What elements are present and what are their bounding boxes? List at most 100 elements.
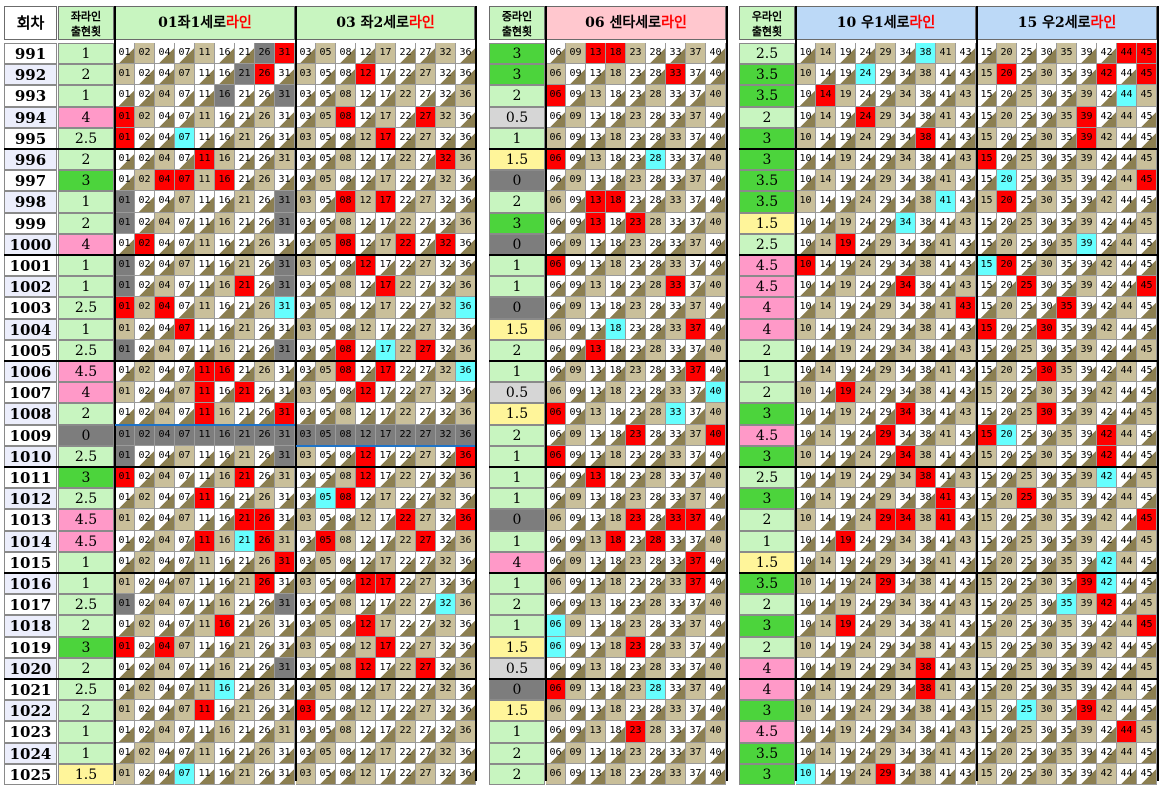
number-cell[interactable]: 30 <box>1037 127 1057 149</box>
number-cell[interactable]: 03 <box>296 424 316 446</box>
number-cell[interactable]: 16 <box>215 445 235 467</box>
number-cell[interactable]: 30 <box>1037 255 1057 277</box>
number-cell[interactable]: 42 <box>1097 403 1117 425</box>
number-cell[interactable]: 34 <box>896 615 916 637</box>
number-cell[interactable]: 44 <box>1117 191 1137 213</box>
number-cell[interactable]: 29 <box>876 424 896 446</box>
round-cell[interactable]: 1020 <box>4 657 57 679</box>
number-cell[interactable]: 13 <box>586 530 606 552</box>
number-cell[interactable]: 10 <box>796 43 816 65</box>
number-cell[interactable]: 15 <box>977 445 997 467</box>
number-cell[interactable]: 40 <box>706 85 726 107</box>
center-count-cell[interactable]: 2 <box>489 339 545 361</box>
number-cell[interactable]: 35 <box>1057 191 1077 213</box>
number-cell[interactable]: 03 <box>296 255 316 277</box>
number-cell[interactable]: 42 <box>1097 127 1117 149</box>
number-cell[interactable]: 34 <box>896 255 916 277</box>
number-cell[interactable]: 12 <box>356 403 376 425</box>
number-cell[interactable]: 44 <box>1117 403 1137 425</box>
number-cell[interactable]: 40 <box>706 212 726 234</box>
number-cell[interactable]: 23 <box>626 573 646 595</box>
number-cell[interactable]: 08 <box>336 318 356 340</box>
number-cell[interactable]: 11 <box>195 424 215 446</box>
number-cell[interactable]: 13 <box>586 85 606 107</box>
number-cell[interactable]: 30 <box>1037 276 1057 298</box>
number-cell[interactable]: 37 <box>686 212 706 234</box>
number-cell[interactable]: 04 <box>155 106 175 128</box>
number-cell[interactable]: 32 <box>436 530 456 552</box>
number-cell[interactable]: 17 <box>376 594 396 616</box>
round-cell[interactable]: 1010 <box>4 445 57 467</box>
number-cell[interactable]: 06 <box>546 85 566 107</box>
number-cell[interactable]: 21 <box>235 467 255 489</box>
number-cell[interactable]: 01 <box>115 339 135 361</box>
number-cell[interactable]: 27 <box>416 573 436 595</box>
number-cell[interactable]: 29 <box>876 403 896 425</box>
number-cell[interactable]: 35 <box>1057 233 1077 255</box>
number-cell[interactable]: 23 <box>626 424 646 446</box>
number-cell[interactable]: 12 <box>356 573 376 595</box>
number-cell[interactable]: 30 <box>1037 700 1057 722</box>
number-cell[interactable]: 20 <box>997 361 1017 383</box>
number-cell[interactable]: 01 <box>115 509 135 531</box>
number-cell[interactable]: 27 <box>416 276 436 298</box>
number-cell[interactable]: 02 <box>135 530 155 552</box>
number-cell[interactable]: 01 <box>115 403 135 425</box>
number-cell[interactable]: 20 <box>997 106 1017 128</box>
number-cell[interactable]: 16 <box>215 763 235 785</box>
number-cell[interactable]: 19 <box>836 276 856 298</box>
number-cell[interactable]: 10 <box>796 488 816 510</box>
number-cell[interactable]: 34 <box>896 382 916 404</box>
left-count-cell[interactable]: 2 <box>58 212 114 234</box>
round-cell[interactable]: 1016 <box>4 573 57 595</box>
number-cell[interactable]: 39 <box>1077 530 1097 552</box>
number-cell[interactable]: 13 <box>586 467 606 489</box>
number-cell[interactable]: 31 <box>275 127 295 149</box>
number-cell[interactable]: 28 <box>646 721 666 743</box>
number-cell[interactable]: 14 <box>816 255 836 277</box>
number-cell[interactable]: 18 <box>606 615 626 637</box>
number-cell[interactable]: 37 <box>686 106 706 128</box>
number-cell[interactable]: 33 <box>666 276 686 298</box>
number-cell[interactable]: 15 <box>977 636 997 658</box>
number-cell[interactable]: 25 <box>1017 106 1037 128</box>
number-cell[interactable]: 34 <box>896 191 916 213</box>
number-cell[interactable]: 41 <box>936 106 956 128</box>
number-cell[interactable]: 19 <box>836 700 856 722</box>
number-cell[interactable]: 23 <box>626 106 646 128</box>
number-cell[interactable]: 04 <box>155 721 175 743</box>
number-cell[interactable]: 40 <box>706 170 726 192</box>
number-cell[interactable]: 07 <box>175 488 195 510</box>
number-cell[interactable]: 44 <box>1117 721 1137 743</box>
number-cell[interactable]: 16 <box>215 530 235 552</box>
center-count-cell[interactable]: 2 <box>489 763 545 785</box>
number-cell[interactable]: 44 <box>1117 445 1137 467</box>
number-cell[interactable]: 27 <box>416 551 436 573</box>
number-cell[interactable]: 23 <box>626 361 646 383</box>
number-cell[interactable]: 02 <box>135 170 155 192</box>
number-cell[interactable]: 16 <box>215 721 235 743</box>
number-cell[interactable]: 34 <box>896 403 916 425</box>
number-cell[interactable]: 14 <box>816 573 836 595</box>
number-cell[interactable]: 11 <box>195 657 215 679</box>
number-cell[interactable]: 11 <box>195 509 215 531</box>
number-cell[interactable]: 17 <box>376 276 396 298</box>
number-cell[interactable]: 07 <box>175 191 195 213</box>
number-cell[interactable]: 26 <box>255 445 275 467</box>
number-cell[interactable]: 31 <box>275 149 295 171</box>
number-cell[interactable]: 24 <box>856 361 876 383</box>
number-cell[interactable]: 31 <box>275 657 295 679</box>
number-cell[interactable]: 21 <box>235 573 255 595</box>
number-cell[interactable]: 06 <box>546 127 566 149</box>
number-cell[interactable]: 34 <box>896 763 916 785</box>
number-cell[interactable]: 43 <box>956 551 976 573</box>
number-cell[interactable]: 21 <box>235 297 255 319</box>
number-cell[interactable]: 21 <box>235 742 255 764</box>
number-cell[interactable]: 30 <box>1037 339 1057 361</box>
number-cell[interactable]: 03 <box>296 445 316 467</box>
number-cell[interactable]: 31 <box>275 276 295 298</box>
number-cell[interactable]: 03 <box>296 64 316 86</box>
number-cell[interactable]: 19 <box>836 551 856 573</box>
number-cell[interactable]: 19 <box>836 424 856 446</box>
number-cell[interactable]: 30 <box>1037 106 1057 128</box>
